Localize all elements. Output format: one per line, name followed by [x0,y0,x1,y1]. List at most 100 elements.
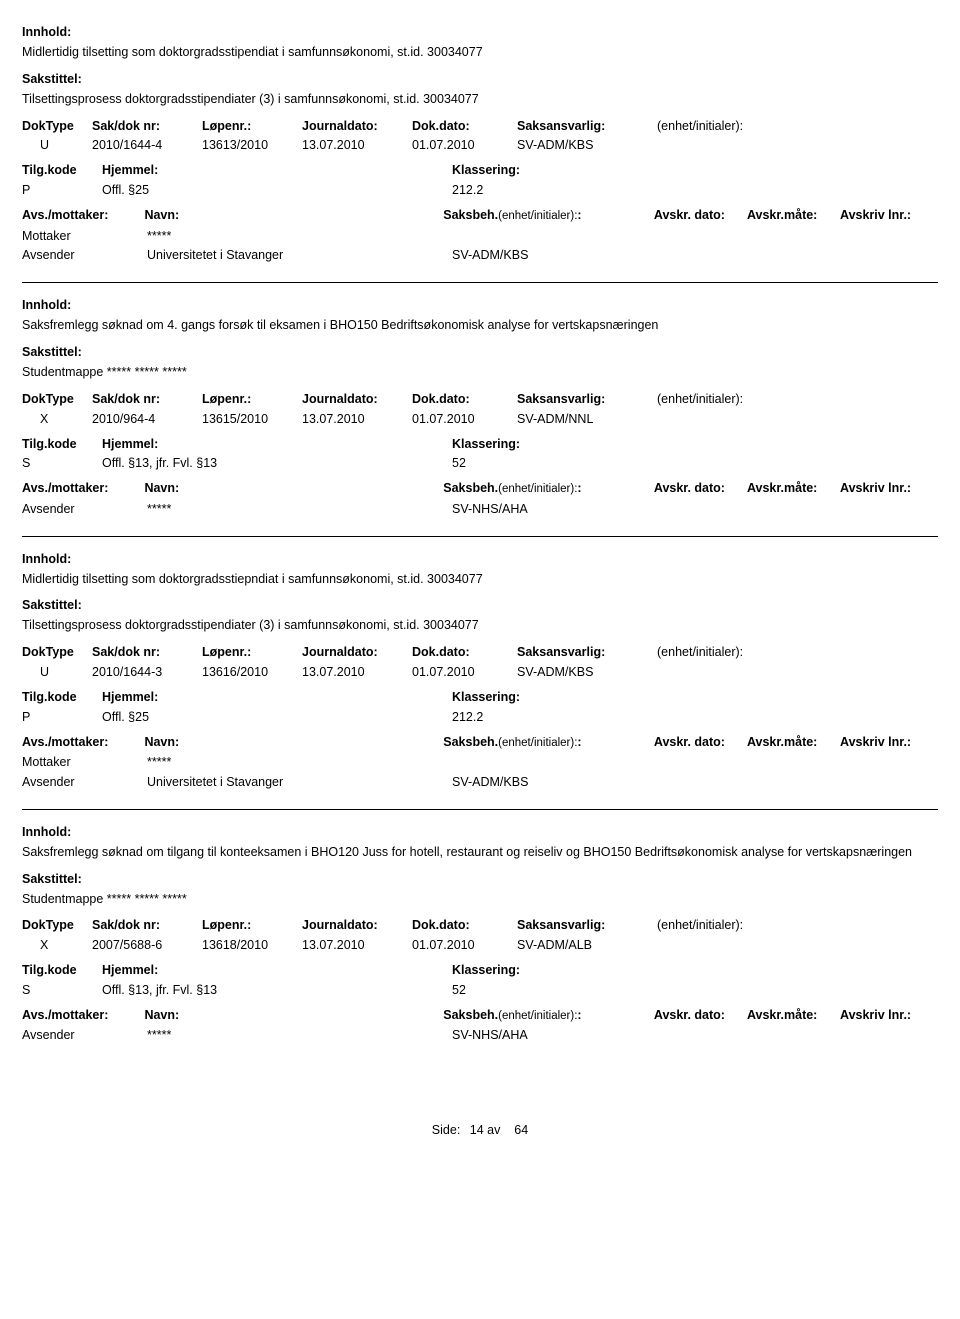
party-saksbeh: SV-ADM/KBS [452,247,667,264]
journal-record: Innhold:Saksfremlegg søknad om tilgang t… [22,824,938,1062]
tilgkode-value: P [22,709,102,726]
innhold-label: Innhold: [22,824,938,841]
tilgkode-value: S [22,982,102,999]
saksansvarlig-value: SV-ADM/ALB [517,937,657,954]
tilg-klass-header: Tilg.kodeHjemmel:Klassering: [22,962,938,979]
avskrivlnr-label: Avskriv lnr.: [840,734,938,752]
meta-values-row: U2010/1644-413613/201013.07.201001.07.20… [22,137,938,154]
saksansvarlig-value: SV-ADM/KBS [517,664,657,681]
journal-record: Innhold:Midlertidig tilsetting som dokto… [22,551,938,810]
hjemmel-value: Offl. §25 [102,709,149,726]
hjemmel-label: Hjemmel: [102,689,158,706]
innhold-text: Midlertidig tilsetting som doktorgradsst… [22,571,938,588]
avskrivlnr-label: Avskriv lnr.: [840,1007,938,1025]
party-row: Mottaker***** [22,754,938,771]
innhold-text: Midlertidig tilsetting som doktorgradsst… [22,44,938,61]
lopenr-value: 13613/2010 [202,137,302,154]
journal-record: Innhold:Midlertidig tilsetting som dokto… [22,24,938,283]
tilgkode-value: S [22,455,102,472]
party-header-row: Avs./mottaker:Navn:Saksbeh.(enhet/initia… [22,480,938,498]
sakdok-label: Sak/dok nr: [92,118,202,135]
party-saksbeh: SV-NHS/AHA [452,1027,667,1044]
party-saksbeh [452,228,667,245]
dokdato-label: Dok.dato: [412,118,517,135]
meta-header-row: DokTypeSak/dok nr:Løpenr.:Journaldato:Do… [22,917,938,934]
party-role: Avsender [22,774,147,791]
doktype-label: DokType [22,118,92,135]
saksansvarlig-value: SV-ADM/KBS [517,137,657,154]
records-container: Innhold: Midlertidig tilsetting som dokto… [22,24,938,1062]
klassering-label: Klassering: [452,963,520,977]
lopenr-value: 13616/2010 [202,664,302,681]
hjemmel-value: Offl. §25 [102,182,149,199]
sakdok-value: 2010/1644-3 [92,664,202,681]
klassering-label: Klassering: [452,437,520,451]
meta-header-row: DokTypeSak/dok nr:Løpenr.:Journaldato:Do… [22,118,938,135]
sakstittel-label: Sakstittel: [22,871,938,888]
sakstittel-label: Sakstittel: [22,597,938,614]
party-header-row: Avs./mottaker:Navn:Saksbeh.(enhet/initia… [22,1007,938,1025]
doktype-label: DokType [22,917,92,934]
doktype-label: DokType [22,391,92,408]
lopenr-label: Løpenr.: [202,391,302,408]
meta-header-row: DokTypeSak/dok nr:Løpenr.:Journaldato:Do… [22,391,938,408]
sakdok-value: 2007/5688-6 [92,937,202,954]
klassering-label: Klassering: [452,690,520,704]
navn-label: Navn: [144,1007,443,1025]
journaldato-label: Journaldato: [302,644,412,661]
party-role: Mottaker [22,228,147,245]
sakstittel-text: Tilsettingsprosess doktorgradsstipendiat… [22,91,938,108]
klassering-value: 212.2 [452,183,483,197]
party-name: ***** [147,754,452,771]
tilgkode-label: Tilg.kode [22,436,102,453]
hjemmel-value: Offl. §13, jfr. Fvl. §13 [102,982,217,999]
footer-side-label: Side: [432,1123,461,1137]
footer-page-current: 14 [470,1123,484,1137]
tilgkode-label: Tilg.kode [22,689,102,706]
klassering-value: 52 [452,456,466,470]
party-saksbeh: SV-ADM/KBS [452,774,667,791]
avskrmaate-label: Avskr.måte: [747,1007,840,1025]
page-footer: Side: 14 av 64 [22,1122,938,1139]
sakstittel-label: Sakstittel: [22,71,938,88]
doktype-value: X [22,411,92,428]
dokdato-label: Dok.dato: [412,391,517,408]
avsmottaker-label: Avs./mottaker: [22,207,144,225]
doktype-value: X [22,937,92,954]
sakstittel-text: Studentmappe ***** ***** ***** [22,891,938,908]
avskrmaate-label: Avskr.måte: [747,480,840,498]
saksansvarlig-label: Saksansvarlig: [517,644,657,661]
party-header-row: Avs./mottaker:Navn:Saksbeh.(enhet/initia… [22,207,938,225]
journaldato-label: Journaldato: [302,917,412,934]
hjemmel-label: Hjemmel: [102,162,158,179]
party-saksbeh: SV-NHS/AHA [452,501,667,518]
klassering-value: 52 [452,983,466,997]
klassering-value: 212.2 [452,710,483,724]
meta-values-row: X2007/5688-613618/201013.07.201001.07.20… [22,937,938,954]
sakdok-value: 2010/964-4 [92,411,202,428]
party-row: Avsender*****SV-NHS/AHA [22,501,938,518]
tilg-klass-header: Tilg.kodeHjemmel: Klassering: [22,689,938,706]
party-name: Universitetet i Stavanger [147,774,452,791]
sakstittel-text: Tilsettingsprosess doktorgradsstipendiat… [22,617,938,634]
meta-values-row: X2010/964-413615/201013.07.201001.07.201… [22,411,938,428]
party-row: AvsenderUniversitetet i StavangerSV-ADM/… [22,247,938,264]
sakdok-label: Sak/dok nr: [92,917,202,934]
party-name: ***** [147,228,452,245]
avskrdato-label: Avskr. dato: [654,734,747,752]
navn-label: Navn: [144,734,443,752]
dokdato-value: 01.07.2010 [412,411,517,428]
tilgkode-label: Tilg.kode [22,962,102,979]
meta-header-row: DokTypeSak/dok nr:Løpenr.:Journaldato:Do… [22,644,938,661]
avskrivlnr-label: Avskriv lnr.: [840,480,938,498]
dokdato-value: 01.07.2010 [412,664,517,681]
sakstittel-label: Sakstittel: [22,344,938,361]
lopenr-label: Løpenr.: [202,118,302,135]
saksansvarlig-label: Saksansvarlig: [517,917,657,934]
journaldato-value: 13.07.2010 [302,137,412,154]
journaldato-value: 13.07.2010 [302,664,412,681]
saksbeh-label: Saksbeh.(enhet/initialer):: [443,734,654,752]
tilg-klass-values: SOffl. §13, jfr. Fvl. §1352 [22,455,938,472]
party-header-row: Avs./mottaker:Navn:Saksbeh.(enhet/initia… [22,734,938,752]
avsmottaker-label: Avs./mottaker: [22,1007,144,1025]
